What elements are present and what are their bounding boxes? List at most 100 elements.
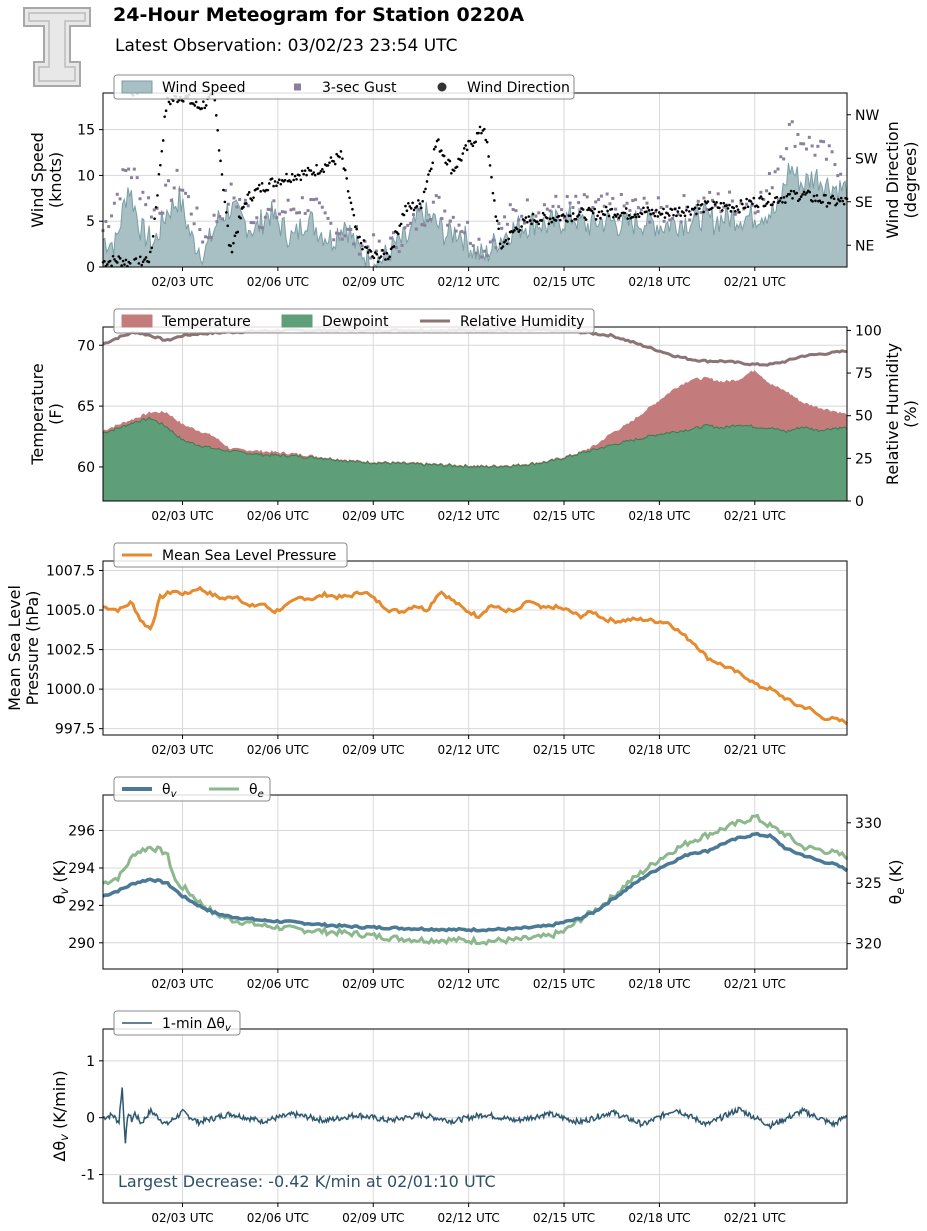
wind-direction-point — [511, 230, 515, 234]
gust-point — [352, 242, 356, 246]
gust-point — [383, 250, 387, 254]
plot-frame — [102, 1028, 848, 1204]
gust-point — [315, 197, 319, 201]
wind-direction-point — [216, 128, 219, 132]
wind-direction-point — [418, 202, 422, 206]
gust-point — [155, 206, 159, 210]
gust-point — [505, 222, 509, 226]
page-title: 24-Hour Meteogram for Station 0220A — [113, 4, 525, 26]
wind-direction-point — [832, 197, 836, 201]
label-subscript: v — [57, 1134, 71, 1141]
wind-direction-point — [712, 200, 715, 204]
y-tick-label: 997.5 — [55, 722, 95, 738]
gust-point — [830, 150, 834, 154]
gust-point — [793, 144, 797, 148]
wind-direction-point — [821, 200, 824, 204]
wind-direction-point — [120, 264, 123, 267]
wind-direction-point — [515, 227, 519, 231]
wind-direction-point — [745, 197, 748, 201]
wind-direction-point — [579, 210, 582, 214]
wind-direction-point — [645, 210, 648, 213]
y2-tick-label: NW — [855, 108, 879, 124]
gust-point — [141, 190, 145, 194]
gust-point — [178, 188, 182, 192]
wind-direction-point — [429, 167, 433, 171]
gust-point — [537, 211, 541, 215]
gust-point — [796, 132, 800, 136]
wind-direction-point — [249, 197, 252, 200]
wind-direction-point — [683, 214, 687, 218]
wind-direction-point — [405, 209, 409, 212]
wind-direction-point — [440, 149, 443, 152]
x-tick-label: 02/18 UTC — [628, 275, 690, 289]
wind-direction-point — [379, 255, 383, 258]
gust-point — [671, 216, 675, 220]
gust-point — [326, 216, 330, 220]
x-tick-label: 02/21 UTC — [724, 275, 786, 289]
gust-point — [810, 144, 814, 148]
wind-direction-point — [160, 149, 164, 153]
gust-point — [799, 142, 803, 146]
wind-direction-point — [398, 224, 402, 227]
wind-direction-point — [461, 152, 465, 155]
legend-label: Wind Direction — [467, 80, 570, 96]
gust-point — [833, 163, 837, 167]
wind-direction-point — [260, 182, 264, 185]
x-tick-label: 02/09 UTC — [342, 509, 404, 523]
wind-direction-point — [495, 219, 499, 223]
wind-direction-point — [841, 199, 844, 203]
wind-direction-point — [703, 200, 707, 203]
wind-direction-point — [784, 201, 787, 204]
wind-direction-point — [412, 208, 416, 212]
theta-e-line — [102, 813, 849, 947]
wind-direction-point — [591, 211, 595, 215]
y-tick-label: 0 — [86, 260, 95, 276]
gust-point — [329, 221, 333, 225]
wind-direction-point — [116, 261, 119, 264]
gust-point — [357, 252, 361, 256]
gust-point — [654, 210, 658, 214]
wind-direction-point — [203, 106, 207, 110]
wind-direction-point — [524, 216, 528, 219]
wind-direction-point — [425, 180, 429, 183]
wind-direction-point — [640, 212, 644, 216]
wind-direction-point — [842, 202, 846, 206]
wind-direction-point — [200, 107, 204, 110]
wind-direction-point — [736, 208, 740, 211]
wind-direction-point — [343, 168, 347, 172]
gust-point — [787, 122, 791, 126]
wind-direction-point — [226, 224, 230, 228]
wind-direction-point — [256, 187, 260, 190]
gust-point — [500, 226, 504, 230]
gust-point — [118, 197, 122, 201]
wind-direction-point — [749, 200, 753, 203]
wind-direction-point — [636, 212, 640, 216]
wind-direction-point — [566, 220, 569, 223]
wind-direction-point — [657, 211, 661, 214]
legend-swatch — [121, 314, 153, 328]
wind-direction-point — [299, 178, 303, 182]
wind-direction-point — [831, 194, 834, 198]
plot-frame — [102, 560, 848, 736]
wind-direction-point — [626, 217, 629, 220]
gust-point — [767, 172, 771, 176]
gust-point — [631, 199, 635, 203]
wind-direction-point — [688, 210, 691, 213]
wind-direction-point — [518, 228, 522, 232]
gust-point — [648, 220, 652, 224]
gust-point — [423, 223, 427, 227]
wind-direction-point — [359, 241, 363, 245]
gust-point — [497, 222, 501, 226]
wind-direction-point — [163, 115, 166, 118]
wind-direction-point — [283, 178, 287, 182]
gust-point — [397, 250, 401, 254]
gust-point — [656, 196, 660, 200]
wind-direction-point — [293, 174, 297, 178]
gust-point — [730, 199, 734, 203]
wind-direction-point — [354, 225, 357, 229]
gust-point — [340, 237, 344, 241]
y-tick-label: 1 — [86, 1054, 95, 1070]
wind-direction-point — [503, 240, 506, 244]
gust-point — [460, 230, 464, 234]
